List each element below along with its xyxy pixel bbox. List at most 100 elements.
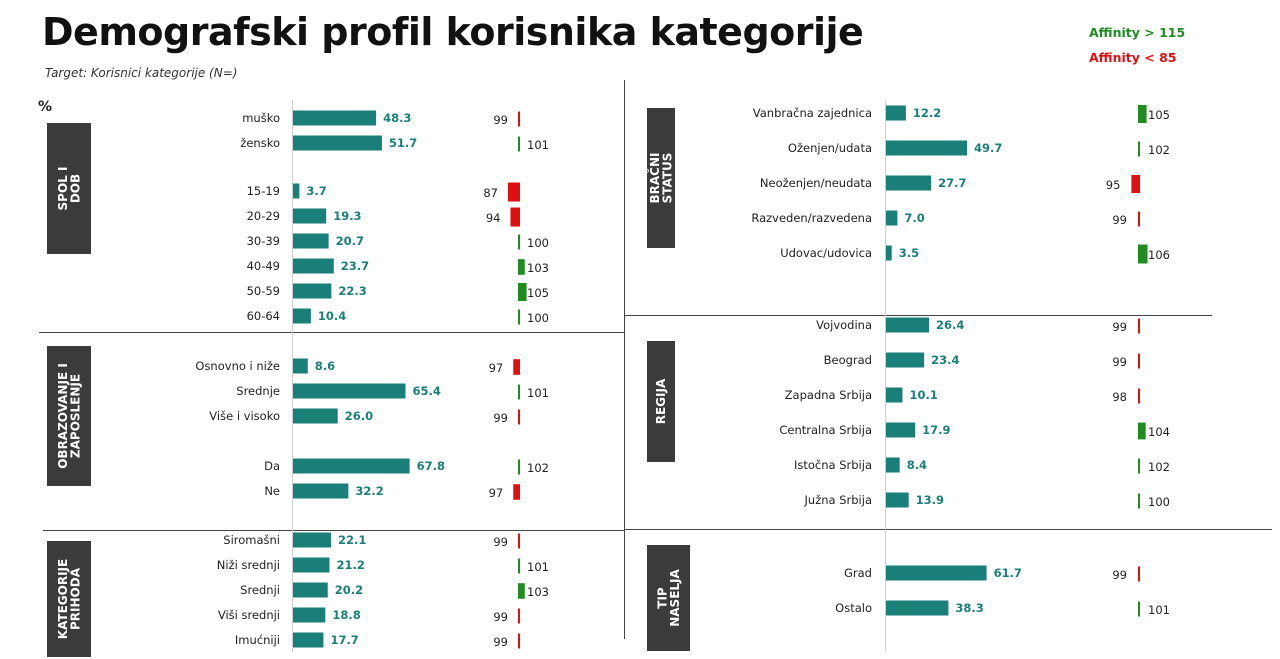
value-label-50-59: 22.3	[338, 284, 366, 298]
affinity-marker-30-39	[518, 234, 520, 250]
affinity-value-istocna-srbija: 102	[1148, 460, 1170, 474]
bar-vojvodina	[886, 317, 930, 333]
value-label-beograd: 23.4	[931, 353, 959, 367]
affinity-value-vojvodina: 99	[1112, 320, 1127, 334]
percent-unit-label: %	[38, 99, 53, 115]
affinity-marker-15-19	[508, 182, 520, 202]
affinity-marker-musko	[518, 111, 520, 127]
affinity-marker-razveden-razvedena	[1138, 211, 1140, 227]
row-label-60-64: 60-64	[247, 309, 280, 323]
row-label-grad: Grad	[844, 566, 872, 580]
bar-srednje	[293, 383, 406, 399]
row-label-zensko: žensko	[240, 136, 280, 150]
affinity-marker-vanbracna-zajednica	[1138, 105, 1147, 123]
row-label-50-59: 50-59	[247, 284, 280, 298]
bar-siromasni	[293, 532, 332, 548]
bar-srednji	[293, 582, 328, 598]
bar-vise-i-visoko	[293, 408, 338, 424]
affinity-value-razveden-razvedena: 99	[1112, 213, 1127, 227]
affinity-value-40-49: 103	[527, 261, 549, 275]
category-box-kategorije-prihoda	[47, 541, 91, 657]
bar-udovac-udovica	[886, 245, 892, 261]
bar-60-64	[293, 308, 311, 324]
affinity-value-ne: 97	[489, 486, 504, 500]
bar-ne	[293, 483, 349, 499]
row-label-neozenjen-neudata: Neoženjen/neudata	[760, 176, 872, 190]
value-label-siromasni: 22.1	[338, 533, 366, 547]
bar-ostalo	[886, 600, 949, 616]
affinity-marker-srednji	[518, 583, 525, 599]
affinity-marker-beograd	[1138, 353, 1140, 369]
row-label-20-29: 20-29	[247, 209, 280, 223]
value-label-ne: 32.2	[355, 484, 383, 498]
value-label-srednji: 20.2	[335, 583, 363, 597]
affinity-value-zapadna-srbija: 98	[1112, 390, 1127, 404]
row-label-juzna-srbija: Južna Srbija	[804, 493, 872, 507]
value-label-40-49: 23.7	[341, 259, 369, 273]
affinity-value-centralna-srbija: 104	[1148, 425, 1170, 439]
category-label-obrazovanje-i-zaposlenje: OBRAZOVANJE IZAPOSLENJE	[56, 363, 83, 469]
affinity-marker-ne	[513, 484, 520, 500]
row-label-siromasni: Siromašni	[223, 533, 280, 547]
affinity-value-zensko: 101	[527, 138, 549, 152]
row-label-15-19: 15-19	[247, 184, 280, 198]
value-label-osnovno-i-nize: 8.6	[315, 359, 335, 373]
affinity-value-neozenjen-neudata: 95	[1106, 178, 1121, 192]
value-label-15-19: 3.7	[306, 184, 326, 198]
row-label-30-39: 30-39	[247, 234, 280, 248]
affinity-value-musko: 99	[493, 113, 508, 127]
row-label-40-49: 40-49	[247, 259, 280, 273]
row-label-srednje: Srednje	[236, 384, 280, 398]
row-label-srednji: Srednji	[240, 583, 280, 597]
affinity-marker-20-29	[510, 207, 520, 227]
bar-da	[293, 458, 410, 474]
row-label-da: Da	[264, 459, 280, 473]
affinity-marker-neozenjen-neudata	[1131, 175, 1140, 193]
row-label-osnovno-i-nize: Osnovno i niže	[195, 359, 280, 373]
category-box-spol-i-dob	[47, 123, 91, 254]
affinity-value-vise-i-visoko: 99	[493, 411, 508, 425]
affinity-marker-centralna-srbija	[1138, 422, 1146, 440]
affinity-value-srednje: 101	[527, 386, 549, 400]
affinity-marker-srednje	[518, 384, 520, 400]
value-label-udovac-udovica: 3.5	[899, 246, 919, 260]
row-label-musko: muško	[242, 111, 280, 125]
bar-istocna-srbija	[886, 457, 900, 473]
legend-affinity-high: Affinity > 115	[1089, 25, 1186, 40]
affinity-marker-60-64	[518, 309, 520, 325]
bar-nizi-srednji	[293, 557, 330, 573]
row-label-vojvodina: Vojvodina	[816, 318, 872, 332]
affinity-marker-istocna-srbija	[1138, 458, 1140, 474]
bar-razveden-razvedena	[886, 210, 898, 226]
category-label-spol-i-dob: SPOL IDOB	[56, 167, 83, 211]
affinity-marker-50-59	[518, 283, 527, 301]
affinity-value-visi-srednji: 99	[493, 610, 508, 624]
row-label-ostalo: Ostalo	[835, 601, 872, 615]
value-label-da: 67.8	[417, 459, 445, 473]
category-label-kategorije-prihoda: KATEGORIJEPRIHODA	[56, 559, 83, 639]
row-label-beograd: Beograd	[824, 353, 872, 367]
bar-visi-srednji	[293, 607, 326, 623]
affinity-marker-vise-i-visoko	[518, 409, 520, 425]
category-label-regija: REGIJA	[654, 378, 668, 424]
affinity-marker-da	[518, 459, 520, 475]
affinity-value-udovac-udovica: 106	[1148, 248, 1170, 262]
value-label-vanbracna-zajednica: 12.2	[913, 106, 941, 120]
affinity-marker-zapadna-srbija	[1138, 388, 1140, 404]
bar-neozenjen-neudata	[886, 175, 932, 191]
value-label-razveden-razvedena: 7.0	[904, 211, 924, 225]
bar-zapadna-srbija	[886, 387, 903, 403]
affinity-marker-40-49	[518, 259, 525, 275]
affinity-value-15-19: 87	[483, 186, 498, 200]
bar-40-49	[293, 258, 334, 274]
value-label-srednje: 65.4	[412, 384, 440, 398]
target-subtitle: Target: Korisnici kategorije (N=)	[45, 66, 238, 80]
bar-ozenjen-udata	[886, 140, 968, 156]
value-label-istocna-srbija: 8.4	[907, 458, 927, 472]
affinity-value-20-29: 94	[486, 211, 501, 225]
affinity-value-grad: 99	[1112, 568, 1127, 582]
category-box-tip-naselja	[647, 545, 690, 651]
value-label-juzna-srbija: 13.9	[916, 493, 944, 507]
affinity-marker-juzna-srbija	[1138, 493, 1140, 509]
